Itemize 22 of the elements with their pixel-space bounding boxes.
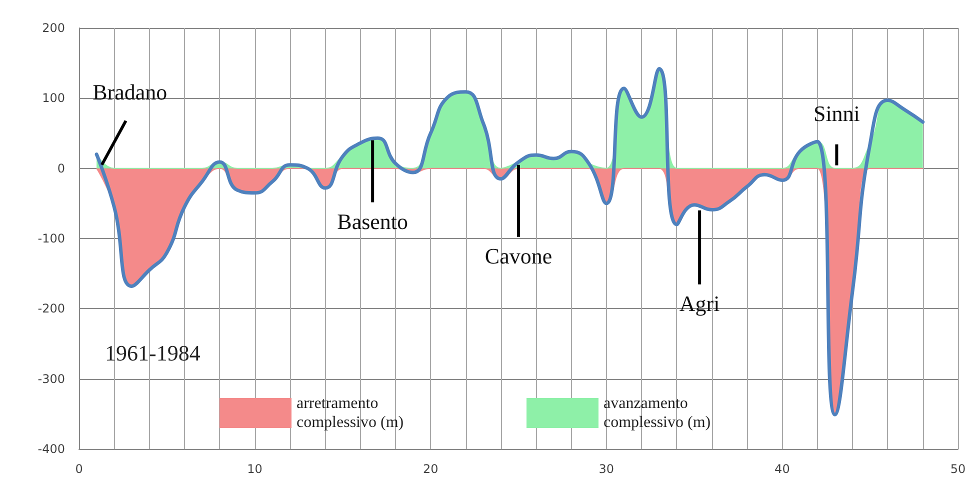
x-tick-label: 10 <box>247 462 262 476</box>
y-tick-label: -100 <box>38 232 65 246</box>
annotation: Cavone <box>484 243 552 268</box>
line-series <box>94 66 925 416</box>
y-tick-label: -300 <box>38 372 65 386</box>
legend-label: avanzamento complessivo (m) <box>604 395 711 431</box>
annotation: Basento <box>337 208 408 234</box>
x-tick-label: 50 <box>950 462 966 476</box>
annotation: Bradano <box>92 79 168 104</box>
y-tick-label: -400 <box>38 442 65 456</box>
x-tick-label: 0 <box>75 462 83 476</box>
x-tick-label: 20 <box>422 462 438 476</box>
x-tick-label: 40 <box>774 462 790 476</box>
legend-label: arretramento complessivo (m) <box>296 395 404 431</box>
y-tick-label: 200 <box>42 21 65 35</box>
annotation: Sinni <box>813 100 860 126</box>
y-tick-label: 100 <box>42 91 65 106</box>
annotation: Agri <box>679 290 720 316</box>
y-tick-label: -200 <box>38 302 65 316</box>
x-tick-label: 30 <box>598 462 614 476</box>
annotation: 1961-1984 <box>105 340 200 366</box>
y-tick-label: 0 <box>57 161 65 176</box>
